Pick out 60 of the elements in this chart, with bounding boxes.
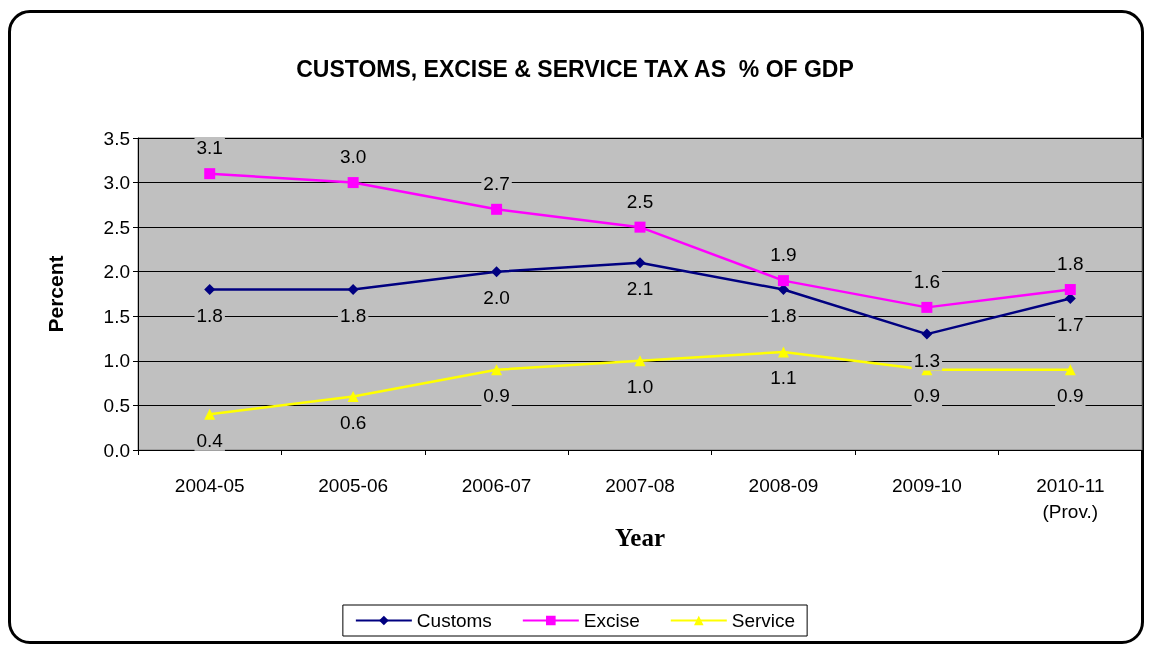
data-label: 1.8 [339, 305, 367, 327]
x-tick-label: 2005-06 [318, 474, 389, 496]
point [491, 203, 503, 215]
data-label: 3.0 [339, 146, 367, 168]
point [921, 301, 933, 313]
y-axis-title: Percent [44, 255, 67, 333]
x-tick-label: 2009-10 [891, 474, 962, 496]
point [204, 168, 216, 180]
data-label: 0.9 [913, 385, 941, 407]
legend-label: Excise [583, 610, 640, 631]
data-label: 1.3 [913, 349, 941, 371]
point [347, 391, 359, 403]
point [634, 221, 646, 233]
chart-title: CUSTOMS, EXCISE & SERVICE TAX AS % OF GDP [296, 55, 854, 82]
data-label: 0.4 [196, 429, 224, 451]
data-label: 0.6 [339, 412, 367, 434]
point [634, 257, 646, 269]
point [1064, 284, 1076, 296]
point [347, 177, 359, 189]
legend-label: Service [731, 610, 796, 631]
data-label: 1.8 [1057, 253, 1084, 275]
y-tick-label: 3.0 [103, 172, 130, 194]
data-label: 2.1 [626, 278, 654, 300]
data-label: 1.6 [913, 270, 941, 292]
data-label: 1.8 [770, 305, 797, 327]
data-label: 1.8 [196, 305, 223, 327]
point [204, 408, 216, 420]
data-label: 2.0 [483, 287, 510, 309]
y-tick-label: 1.5 [103, 305, 130, 327]
y-tick-label: 1.0 [103, 350, 130, 372]
point [777, 346, 789, 358]
data-label: 3.1 [196, 137, 223, 159]
data-label: 1.9 [770, 244, 797, 266]
x-tick-label: 2010-11 (Prov.) [1036, 474, 1105, 522]
point [777, 275, 789, 287]
x-tick-label: 2006-07 [461, 474, 532, 496]
data-label: 2.5 [626, 190, 654, 212]
x-tick-label: 2007-08 [605, 474, 675, 496]
point [491, 364, 503, 376]
y-tick-label: 2.0 [103, 261, 130, 283]
point [921, 328, 933, 340]
x-tick-label: 2008-09 [748, 474, 819, 496]
point [1064, 364, 1076, 376]
data-label: 2.7 [483, 172, 510, 194]
data-label: 1.1 [770, 367, 797, 389]
y-tick-label: 3.5 [103, 127, 130, 149]
point [347, 284, 359, 296]
data-label: 1.7 [1057, 313, 1084, 335]
y-tick-label: 0.0 [103, 439, 130, 461]
data-label: 1.0 [626, 376, 654, 398]
data-label: 0.9 [483, 385, 510, 407]
x-axis-title: Year [615, 524, 665, 551]
y-tick-label: 0.5 [103, 394, 130, 416]
point [204, 284, 216, 296]
y-tick-label: 2.5 [103, 216, 130, 238]
x-tick-label: 2004-05 [174, 474, 245, 496]
data-label: 0.9 [1057, 385, 1084, 407]
point [491, 266, 503, 278]
legend-label: Customs [416, 610, 492, 631]
point [634, 355, 646, 367]
